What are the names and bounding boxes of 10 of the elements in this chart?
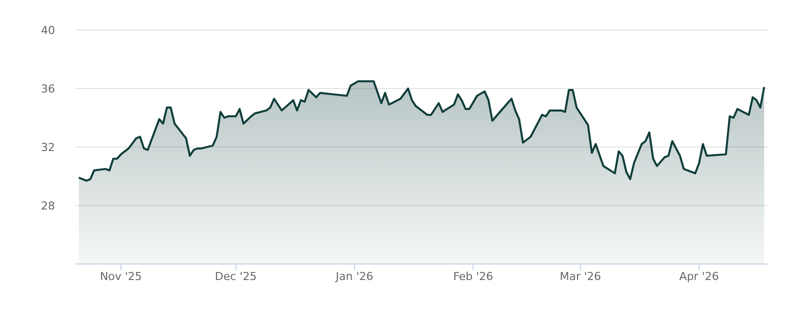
x-tick-label: Nov '25 <box>100 270 142 283</box>
y-tick-label: 40 <box>41 24 55 37</box>
x-tick-label: Apr '26 <box>679 270 719 283</box>
y-tick-label: 36 <box>41 82 55 96</box>
x-tick-label: Feb '26 <box>453 270 494 283</box>
y-tick-label: 32 <box>41 140 55 154</box>
x-tick-label: Jan '26 <box>334 270 374 283</box>
x-tick-label: Dec '25 <box>214 270 257 283</box>
y-tick-label: 28 <box>41 199 55 212</box>
x-tick-label: Mar '26 <box>560 270 602 283</box>
